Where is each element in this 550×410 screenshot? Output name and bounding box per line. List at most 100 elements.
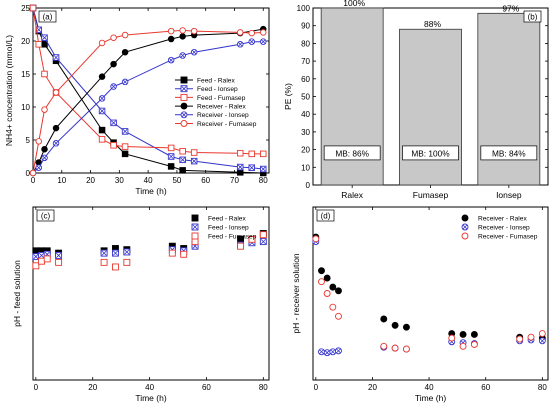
x-tick-label: 70: [230, 176, 239, 185]
y-tick-label: 20: [301, 146, 310, 155]
legend-marker-cross: [462, 224, 468, 230]
y-tick-label: 70: [301, 57, 310, 66]
x-tick-label: 40: [144, 176, 153, 185]
data-point: [41, 106, 48, 113]
data-point-cross: [53, 55, 59, 60]
data-point: [35, 138, 43, 145]
data-point: [236, 169, 244, 176]
legend-entry: Feed - Ionsep: [197, 86, 238, 93]
y-tick-label: 40: [301, 110, 310, 119]
panel-label: (d): [321, 212, 331, 221]
x-tick-label: 0: [34, 383, 39, 392]
data-point-cross: [168, 57, 174, 63]
data-point: [38, 257, 45, 265]
data-point: [335, 287, 342, 295]
data-point-cross: [180, 53, 186, 58]
legend: Receiver - Ralex Receiver - Ionsep Receive…: [461, 214, 538, 240]
data-point-cross: [99, 108, 105, 114]
legend-marker-cross: [181, 86, 187, 92]
category-label: Fumasep: [413, 190, 449, 200]
data-point: [191, 238, 199, 246]
data-point-cross: [122, 129, 128, 134]
panel-b-axes: 0 10 20 30 40 50 60 70 80 90 100: [297, 4, 548, 190]
data-point: [190, 149, 198, 156]
data-point: [448, 334, 456, 342]
mass-balance-label: MB: 86%: [335, 148, 369, 158]
legend-entry: Receiver - Fumasep: [197, 121, 257, 128]
y-tick-label: 20: [21, 37, 30, 46]
data-point: [55, 258, 63, 266]
data-point: [121, 31, 129, 39]
data-point-cross: [111, 84, 116, 89]
x-tick-label: 60: [202, 383, 211, 392]
data-point: [470, 331, 478, 338]
legend-marker: [180, 102, 188, 110]
legend-entry: Receiver - Ionsep: [197, 112, 249, 119]
y-tick-label: 25: [21, 4, 30, 13]
x-tick-label: 60: [201, 176, 210, 185]
data-point-cross: [99, 96, 105, 101]
data-point: [380, 315, 388, 323]
data-point: [335, 312, 342, 320]
legend-entry: Receiver - Ionsep: [478, 224, 530, 231]
x-tick-label: 0: [31, 176, 36, 185]
data-point: [179, 33, 186, 40]
data-point: [29, 169, 37, 177]
data-point-cross: [260, 239, 266, 245]
y-tick-label: 5: [26, 136, 31, 145]
x-tick-label: 20: [88, 383, 97, 392]
data-point: [110, 34, 117, 41]
data-point: [121, 48, 129, 56]
data-point-cross: [237, 164, 243, 170]
data-point: [98, 136, 106, 143]
series-feed-fumasep: [29, 4, 267, 158]
y-tick-label: 0: [26, 169, 31, 178]
data-point-cross: [42, 35, 47, 41]
panel-c-frame: [32, 206, 270, 381]
data-point: [402, 345, 410, 353]
panel-d-axes: 0 20 40 60 80: [314, 207, 547, 392]
data-point: [179, 27, 186, 34]
data-point-cross: [36, 165, 42, 171]
x-tick-label: 10: [57, 176, 66, 185]
data-point: [516, 335, 524, 343]
data-point: [121, 150, 129, 158]
series-receiver-fumasep: [312, 235, 546, 353]
legend: Feed - Ralex Feed - Ionsep Feed - Fumasep: [191, 214, 257, 240]
y-axis-label: PE (%): [283, 83, 293, 110]
data-point: [52, 89, 60, 96]
data-point-cross: [53, 140, 59, 146]
legend-entry: Feed - Ralex: [208, 215, 246, 222]
data-point-cross: [324, 350, 330, 356]
x-tick-label: 80: [259, 176, 268, 185]
data-point-cross: [260, 166, 266, 172]
series-receiver-ralex: [312, 233, 546, 342]
y-tick-label: 30: [301, 128, 310, 137]
legend-marker: [180, 93, 188, 101]
bar-value-label: 100%: [343, 0, 365, 8]
data-point: [98, 73, 106, 80]
y-tick-label: 80: [301, 39, 310, 48]
data-point: [402, 323, 410, 331]
data-point-cross: [122, 79, 128, 85]
data-point: [237, 242, 245, 250]
data-point-cross: [111, 120, 116, 126]
data-point-cross: [56, 252, 62, 258]
data-point: [43, 255, 51, 263]
data-point-cross: [36, 27, 42, 33]
legend-marker: [461, 232, 469, 240]
data-point: [41, 70, 48, 78]
bar-value-label: 88%: [424, 19, 441, 29]
legend-marker: [191, 232, 199, 240]
x-tick-label: 40: [425, 383, 434, 392]
legend-entry: Receiver - Ralex: [478, 215, 527, 222]
data-point-cross: [124, 249, 130, 255]
mass-balance-box: [323, 145, 381, 161]
data-point-cross: [168, 154, 174, 159]
data-point: [100, 258, 108, 266]
y-tick-label: 10: [21, 103, 30, 112]
data-point: [121, 143, 129, 150]
x-axis-label: Time (h): [135, 393, 166, 403]
bar-fumasep: [399, 28, 462, 186]
data-point: [538, 330, 546, 338]
